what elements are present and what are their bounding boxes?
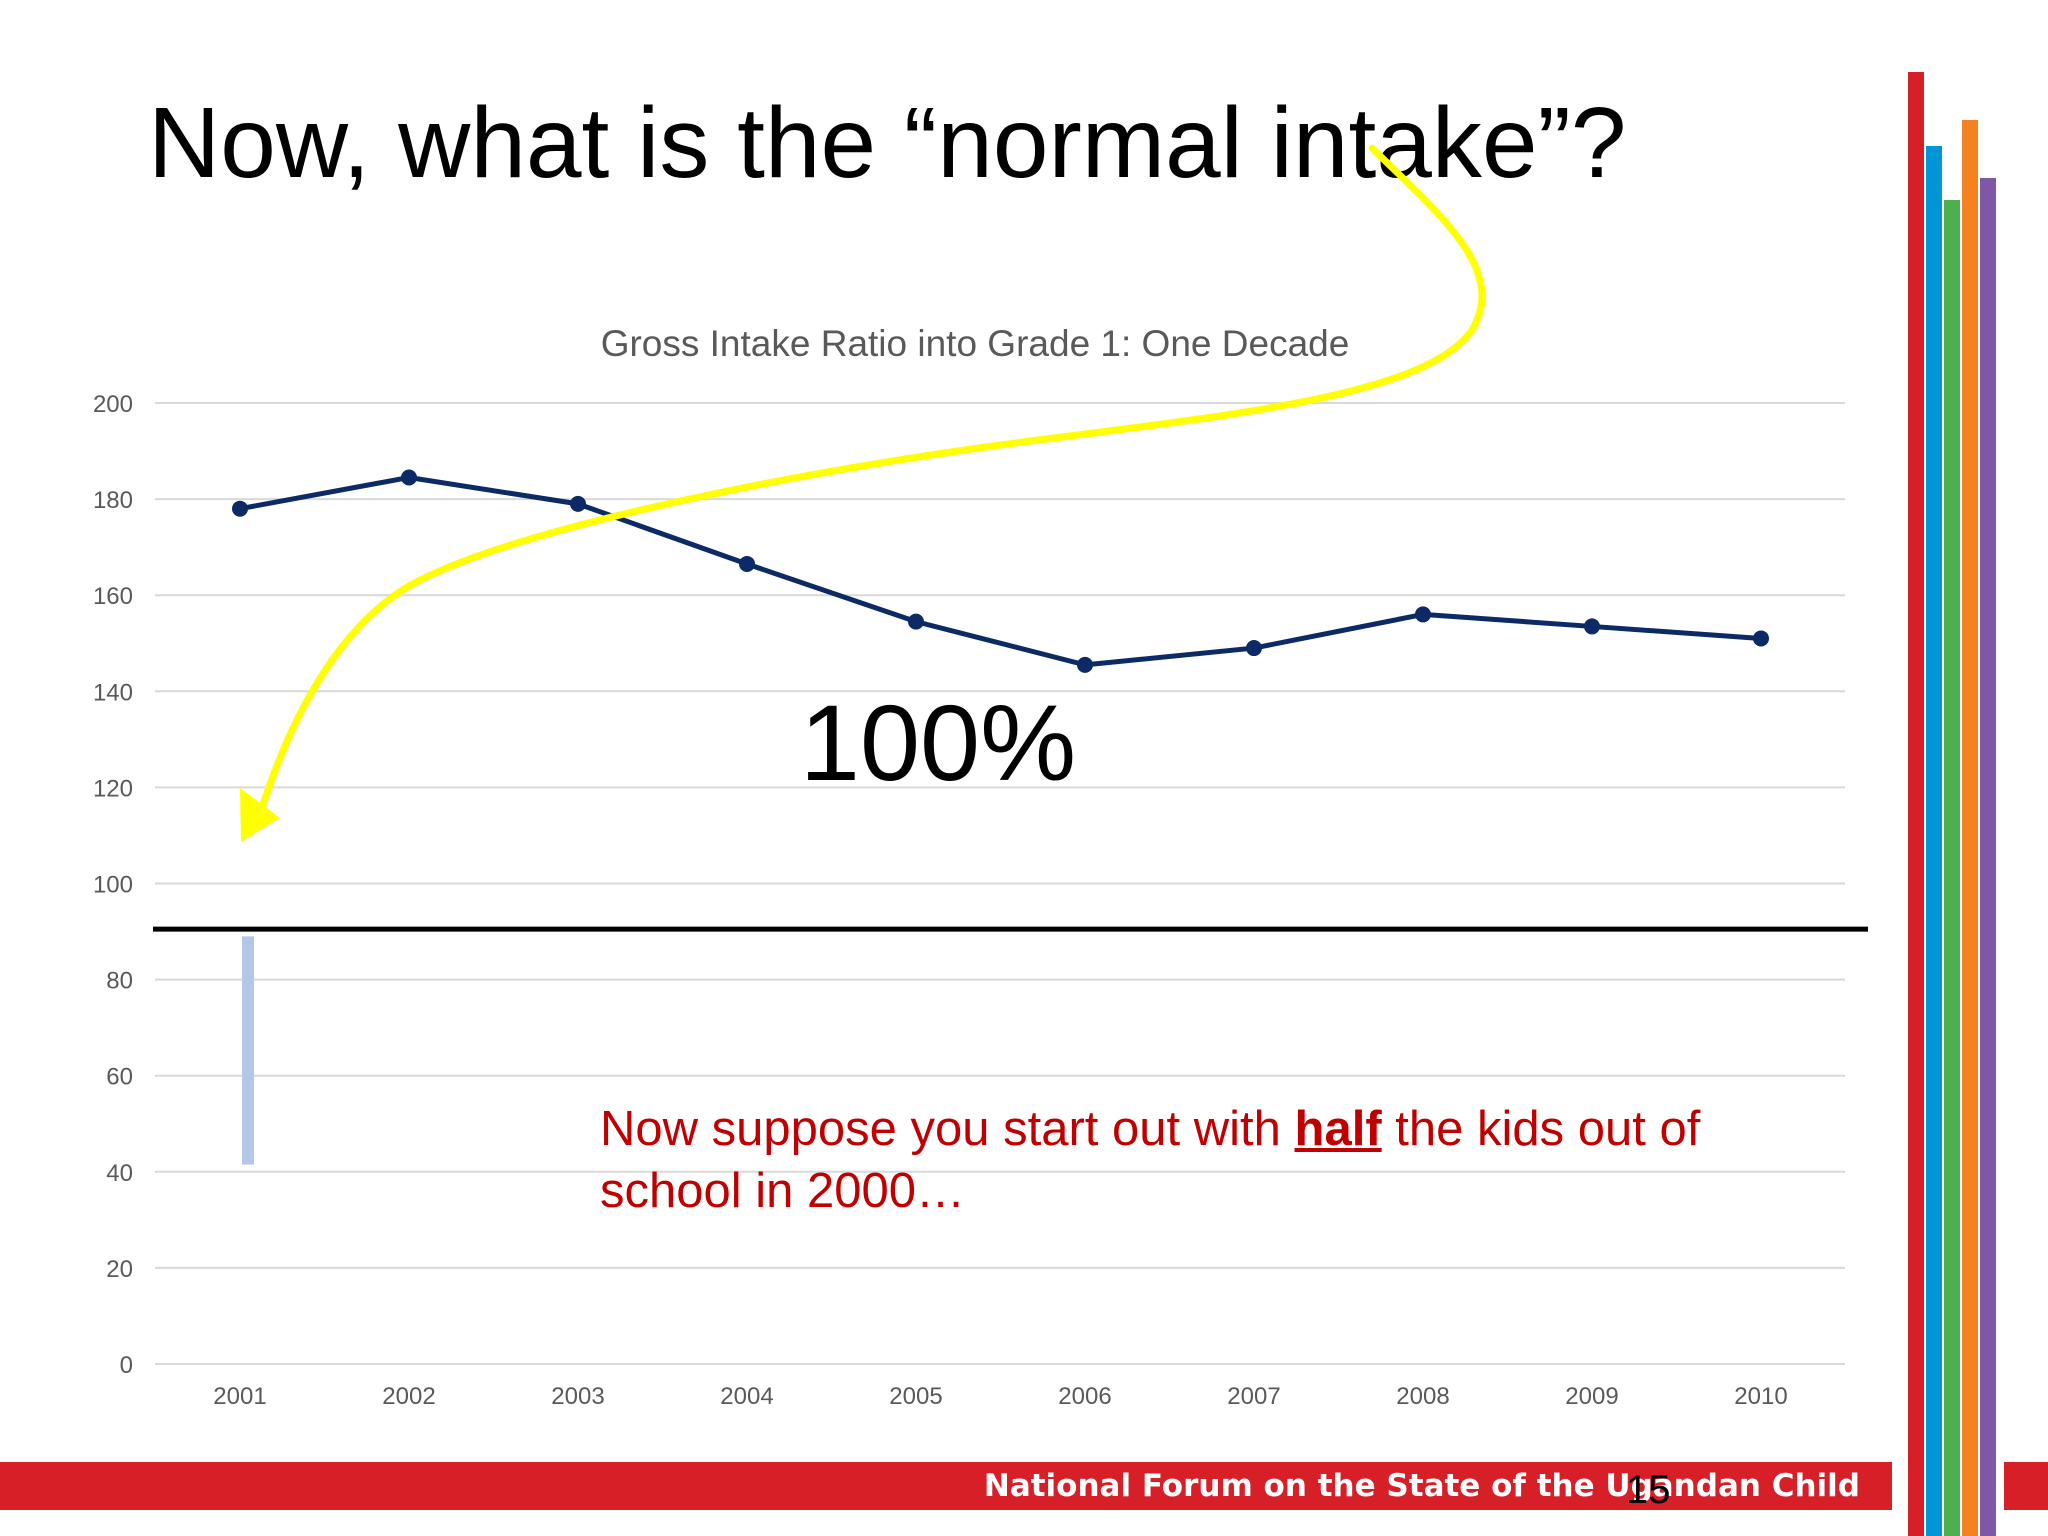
x-tick-label-2001: 2001 <box>213 1383 266 1410</box>
caption-emphasis: half <box>1294 1102 1382 1156</box>
x-tick-label-2010: 2010 <box>1734 1383 1787 1410</box>
stripe-green <box>1944 200 1960 1536</box>
data-point-2003 <box>570 495 586 512</box>
x-tick-label-2007: 2007 <box>1227 1383 1280 1410</box>
x-tick-label-2003: 2003 <box>551 1383 604 1410</box>
series-layer <box>232 469 1769 673</box>
x-tick-label-2005: 2005 <box>889 1383 942 1410</box>
x-axis-ticks: 2001 2002 2003 2004 2005 2006 2007 2008 2009 2010 <box>213 1383 1787 1410</box>
data-point-2006 <box>1077 656 1093 673</box>
y-tick-label-80: 80 <box>106 968 133 995</box>
data-point-2009 <box>1584 618 1600 635</box>
data-point-2002 <box>401 469 417 486</box>
data-point-2004 <box>739 555 755 572</box>
series-line-0 <box>239 474 1762 668</box>
y-tick-label-0: 0 <box>120 1352 133 1379</box>
chart-title: Gross Intake Ratio into Grade 1: One Dec… <box>601 323 1350 364</box>
x-tick-label-2006: 2006 <box>1058 1383 1111 1410</box>
caption-part-1: Now suppose you start out with <box>600 1102 1295 1156</box>
y-tick-label-20: 20 <box>106 1256 133 1283</box>
page-number: 15 <box>1626 1468 1671 1512</box>
y-tick-label-180: 180 <box>93 487 133 514</box>
yellow-arrow <box>240 144 1486 842</box>
footer-banner-right <box>2004 1462 2048 1510</box>
grid-lines <box>155 402 1845 1365</box>
caption-part-2: the kids out of school in 2000… <box>600 1102 1701 1218</box>
data-point-2005 <box>908 613 924 630</box>
stripe-red <box>1908 72 1924 1536</box>
annotations <box>153 926 1868 1165</box>
y-tick-label-160: 160 <box>93 583 133 610</box>
data-point-2010 <box>1753 630 1769 647</box>
stripe-orange <box>1962 120 1978 1536</box>
stripe-blue <box>1926 146 1942 1536</box>
yellow-arrow-head <box>240 788 280 842</box>
y-axis-ticks: 0 20 40 60 80 100 120 140 160 180 200 <box>93 391 133 1379</box>
data-point-2008 <box>1415 606 1431 623</box>
yellow-arrow-curve <box>258 144 1486 812</box>
footer-banner: National Forum on the State of the Ugand… <box>0 1462 1892 1510</box>
y-tick-label-40: 40 <box>106 1160 133 1187</box>
y-tick-label-100: 100 <box>93 872 133 899</box>
caption-text: Now suppose you start out with half the … <box>600 1098 1750 1222</box>
x-tick-label-2002: 2002 <box>382 1383 435 1410</box>
footer-text: National Forum on the State of the Ugand… <box>983 1468 1860 1504</box>
annotation-100-percent: 100% <box>800 682 1076 803</box>
y-tick-label-60: 60 <box>106 1064 133 1091</box>
slide-title: Now, what is the “normal intake”? <box>148 87 1627 199</box>
data-point-2001 <box>232 500 248 517</box>
x-tick-label-2004: 2004 <box>720 1383 773 1410</box>
y-tick-label-200: 200 <box>93 391 133 418</box>
x-tick-label-2008: 2008 <box>1396 1383 1449 1410</box>
x-tick-label-2009: 2009 <box>1565 1383 1618 1410</box>
y-tick-label-140: 140 <box>93 679 133 706</box>
stripe-purple <box>1980 178 1996 1536</box>
half-bar <box>242 936 254 1165</box>
data-point-2007 <box>1246 640 1262 657</box>
y-tick-label-120: 120 <box>93 775 133 802</box>
